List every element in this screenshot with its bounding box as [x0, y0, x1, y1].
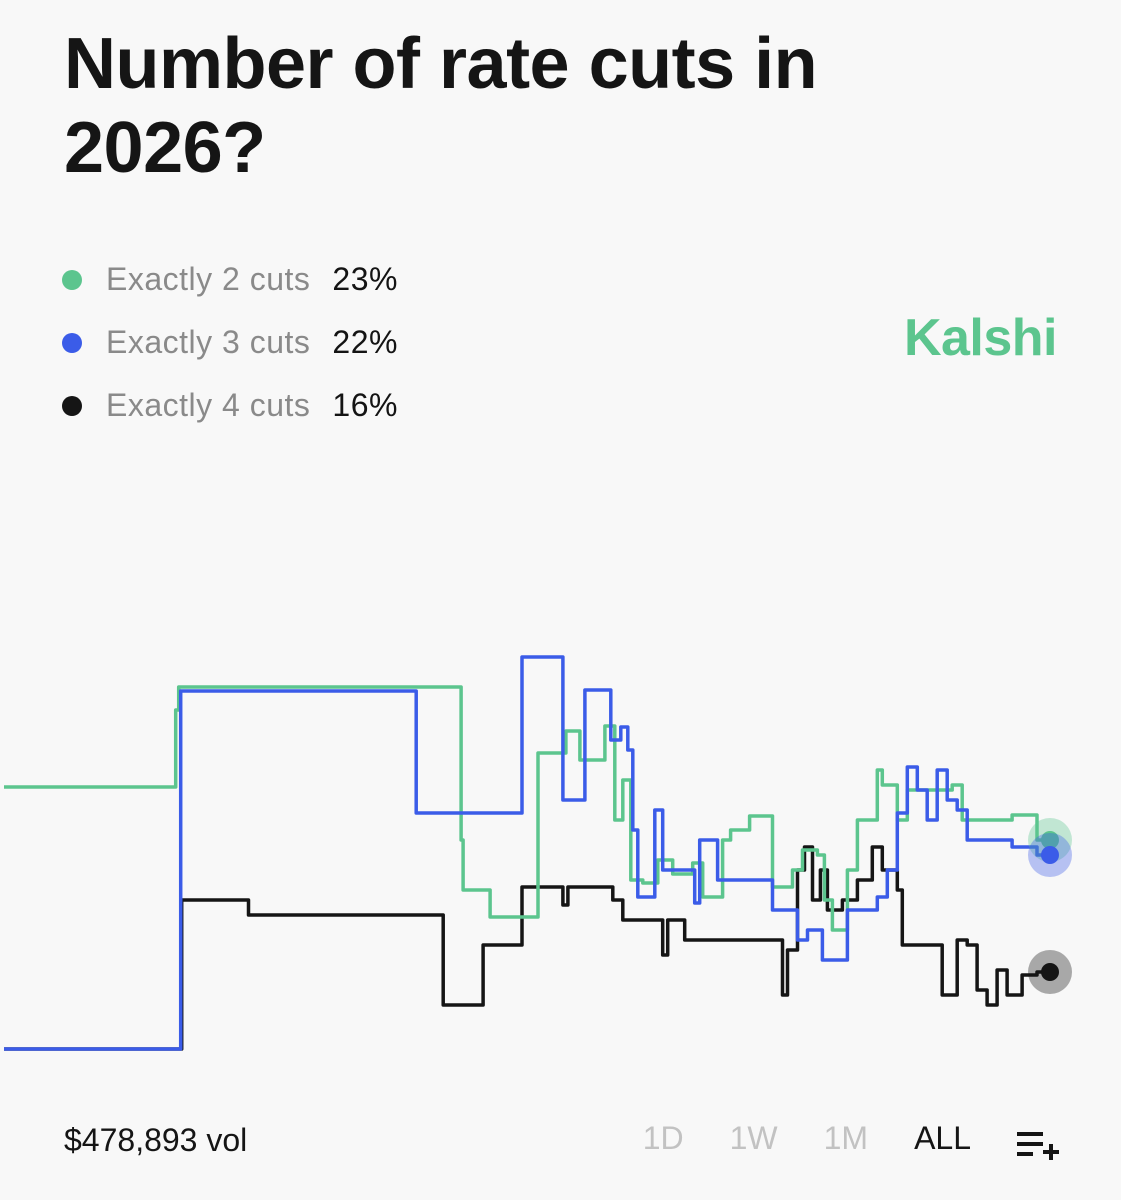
range-tab-all[interactable]: ALL [914, 1120, 971, 1156]
legend-dot-2-cuts [62, 269, 82, 290]
volume-label: $478,893 vol [64, 1122, 248, 1158]
kalshi-logo: Kalshi [903, 309, 1058, 367]
endpoint-dot-exactly-2-cuts[interactable] [1041, 831, 1060, 849]
page-title: Number of rate cuts in 2026? [64, 24, 818, 188]
chart-legend: Exactly 2 cuts 23% Exactly 3 cuts 22% Ex… [62, 248, 398, 437]
range-tab-1w[interactable]: 1W [729, 1120, 778, 1156]
list-add-icon[interactable] [1017, 1130, 1061, 1166]
endpoint-dot-exactly-4-cuts[interactable] [1041, 963, 1060, 981]
legend-item-4-cuts[interactable]: Exactly 4 cuts 16% [62, 374, 398, 437]
legend-label-3-cuts: Exactly 3 cuts [106, 324, 311, 360]
legend-item-3-cuts[interactable]: Exactly 3 cuts 22% [62, 311, 398, 374]
legend-item-2-cuts[interactable]: Exactly 2 cuts 23% [62, 248, 398, 311]
range-tab-1d[interactable]: 1D [642, 1120, 684, 1156]
legend-label-4-cuts: Exactly 4 cuts [106, 387, 311, 423]
range-tab-1m[interactable]: 1M [823, 1120, 869, 1156]
series-line-exactly-4-cuts [4, 845, 1050, 1051]
legend-dot-4-cuts [62, 395, 82, 416]
series-line-exactly-2-cuts [4, 685, 1050, 932]
line-chart[interactable] [0, 470, 1121, 1110]
chart-footer: $478,893 vol 1D 1W 1M ALL [0, 1108, 1121, 1178]
time-range-tabs: 1D 1W 1M ALL [597, 1120, 971, 1157]
series-line-exactly-3-cuts [4, 655, 1050, 1051]
legend-value-4-cuts: 16% [332, 387, 398, 423]
legend-dot-3-cuts [62, 332, 82, 353]
legend-value-3-cuts: 22% [332, 324, 398, 360]
legend-label-2-cuts: Exactly 2 cuts [106, 261, 311, 297]
endpoint-dot-exactly-3-cuts[interactable] [1041, 846, 1060, 864]
legend-value-2-cuts: 23% [332, 261, 398, 297]
